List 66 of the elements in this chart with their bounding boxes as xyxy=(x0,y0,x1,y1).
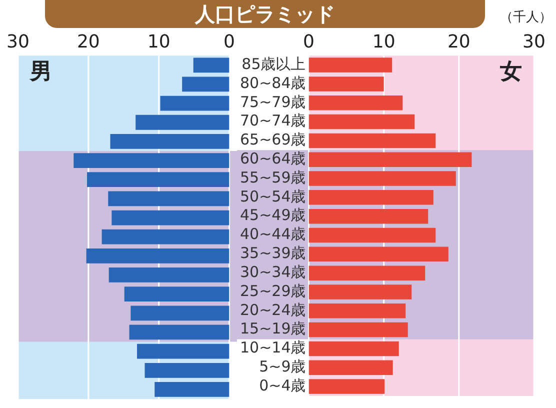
x-tick-label: 10 xyxy=(372,31,396,52)
text: 男 xyxy=(29,59,52,84)
x-tick-label: 0 xyxy=(303,31,314,52)
x-tick-label: 30 xyxy=(522,31,546,52)
bar xyxy=(193,58,230,73)
y-tick-label: 35~39歳 xyxy=(240,244,306,262)
bar xyxy=(87,172,230,188)
y-tick-label: 65~69歳 xyxy=(240,130,306,149)
bar xyxy=(308,266,426,280)
bar xyxy=(137,344,230,359)
bar xyxy=(308,96,403,110)
bar xyxy=(160,96,230,111)
y-tick-label: 0~4歳 xyxy=(259,376,306,394)
y-tick-label: 25~29歳 xyxy=(240,282,306,300)
y-tick-label: 50~54歳 xyxy=(240,187,306,206)
bar xyxy=(86,248,230,264)
bar xyxy=(154,382,230,397)
bar xyxy=(110,134,230,149)
bar xyxy=(308,360,393,376)
y-tick-label: 80~84歳 xyxy=(240,74,306,92)
y-tick-label: 75~79歳 xyxy=(240,92,306,111)
bar xyxy=(102,229,230,244)
bar xyxy=(308,208,428,224)
bar xyxy=(308,322,408,338)
bar xyxy=(129,324,230,340)
bar xyxy=(308,114,415,130)
bar xyxy=(182,76,230,92)
y-tick-label: 40~44歳 xyxy=(240,225,306,244)
bar xyxy=(308,304,406,318)
bar xyxy=(130,306,230,321)
bar xyxy=(112,210,230,226)
text: （千人） xyxy=(500,9,552,26)
y-tick-label: 45~49歳 xyxy=(240,206,306,224)
bar xyxy=(308,152,472,167)
y-tick-label: 5~9歳 xyxy=(259,358,306,376)
bar xyxy=(74,153,230,168)
bar xyxy=(308,228,436,243)
bar xyxy=(308,341,399,356)
x-tick-label: 10 xyxy=(147,31,170,52)
y-tick-label: 55~59歳 xyxy=(240,168,306,186)
y-tick-label: 30~34歳 xyxy=(240,262,306,281)
x-tick-label: 0 xyxy=(224,31,235,52)
bar xyxy=(308,76,384,92)
x-tick-label: 20 xyxy=(76,31,100,52)
y-tick-label: 70~74歳 xyxy=(240,112,306,130)
bar xyxy=(308,284,412,300)
bar xyxy=(108,268,230,282)
y-tick-label: 60~64歳 xyxy=(240,150,306,168)
y-tick-label: 15~19歳 xyxy=(240,320,306,338)
bar xyxy=(308,246,448,262)
bar xyxy=(308,379,385,394)
bar xyxy=(124,286,230,302)
bar xyxy=(308,58,392,72)
bar xyxy=(308,171,456,186)
y-tick-label: 20~24歳 xyxy=(240,300,306,319)
bar xyxy=(136,114,230,130)
bar xyxy=(308,190,434,205)
text: 女 xyxy=(499,59,522,84)
bar xyxy=(144,362,230,378)
y-tick-label: 85歳以上 xyxy=(242,54,306,73)
y-tick-label: 10~14歳 xyxy=(240,338,306,357)
x-tick-label: 30 xyxy=(6,31,30,52)
bar xyxy=(108,191,230,206)
chart-title: 人口ピラミッド xyxy=(45,0,485,28)
x-tick-label: 20 xyxy=(447,31,470,52)
bar xyxy=(308,133,436,148)
